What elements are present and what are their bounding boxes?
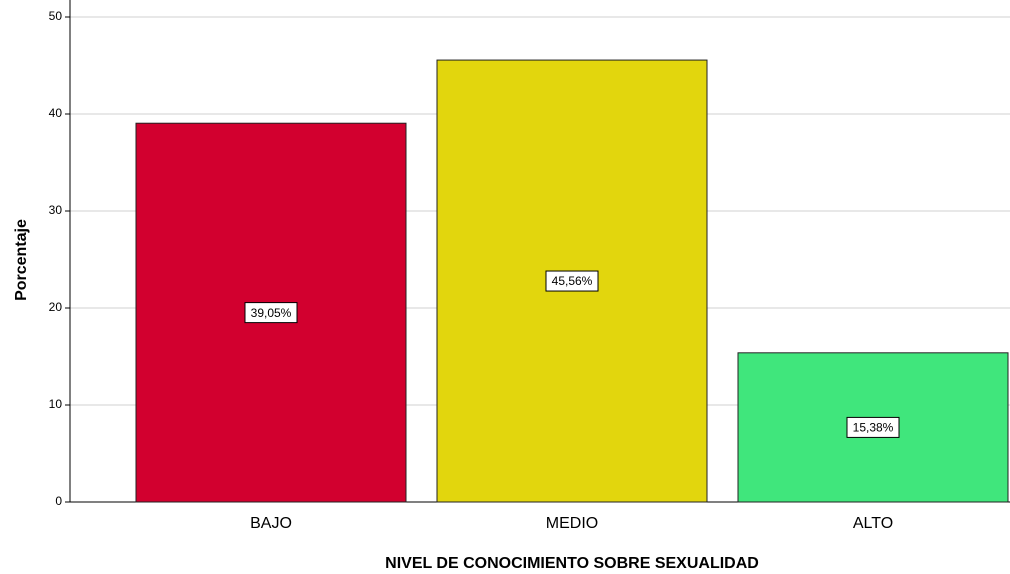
value-label: 39,05% (251, 306, 292, 320)
value-label-box (846, 416, 900, 438)
x-tick-label: MEDIO (546, 515, 598, 532)
x-tick-label: ALTO (853, 515, 893, 532)
x-axis-title: NIVEL DE CONOCIMIENTO SOBRE SEXUALIDAD (385, 555, 759, 572)
value-label: 15,38% (853, 421, 894, 435)
value-label-box (545, 270, 599, 292)
y-tick-label: 20 (49, 300, 63, 314)
x-tick-label: BAJO (250, 515, 292, 532)
y-tick-label: 0 (55, 494, 62, 508)
y-tick-label: 30 (49, 203, 63, 217)
value-label: 45,56% (552, 274, 593, 288)
y-axis-title: Porcentaje (13, 219, 30, 301)
y-tick-label: 10 (49, 397, 63, 411)
value-label-box (244, 302, 298, 324)
y-tick-label: 50 (49, 9, 63, 23)
y-tick-label: 40 (49, 106, 63, 120)
